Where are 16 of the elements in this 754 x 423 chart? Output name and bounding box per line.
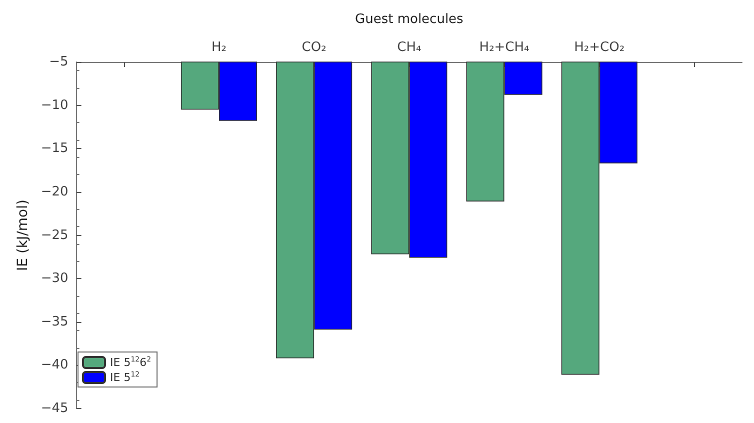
y-tick-label: −5	[49, 54, 68, 70]
x-axis-title: Guest molecules	[355, 12, 464, 27]
y-tick-label: −15	[40, 141, 68, 156]
x-tick-label: H₂+CH₄	[479, 40, 530, 55]
y-axis-title: IE (kJ/mol)	[15, 200, 31, 271]
y-tick-label: −35	[40, 314, 68, 330]
y-tick-label: −25	[40, 228, 68, 243]
x-tick-label: CH₄	[397, 40, 422, 55]
y-tick-label: −20	[40, 184, 68, 200]
y-tick-label: −30	[40, 271, 68, 286]
x-tick-label: CO₂	[302, 40, 326, 55]
x-tick-label: H₂+CO₂	[574, 40, 625, 55]
y-tick-label: −45	[40, 401, 68, 416]
x-tick-label: H₂	[211, 40, 226, 55]
y-tick-label: −10	[40, 98, 68, 113]
y-tick-label: −40	[40, 358, 68, 373]
